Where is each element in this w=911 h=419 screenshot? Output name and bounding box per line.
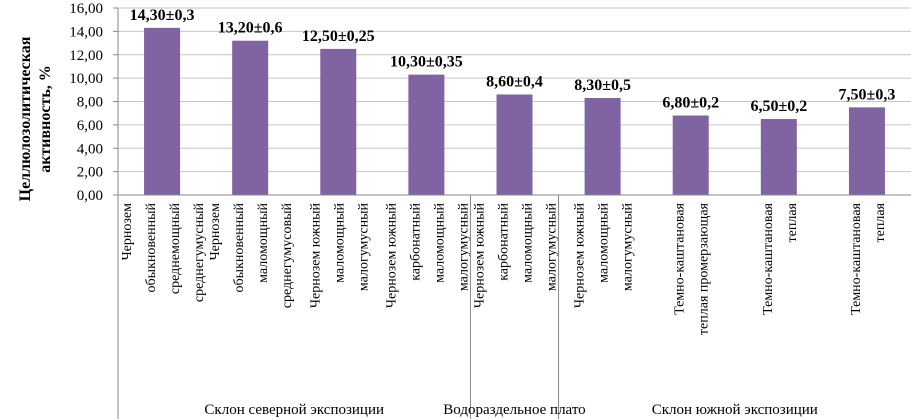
bar-7: [672, 115, 709, 195]
bar-1: [144, 27, 181, 196]
data-label-2: 13,20±0,6: [218, 20, 283, 37]
y-tick-label: 4,00: [77, 141, 103, 157]
y-tick-label: 16,00: [69, 1, 103, 17]
bar-2: [232, 40, 269, 195]
data-label-6: 8,30±0,5: [574, 77, 631, 94]
group-label-2: Водораздельное плато: [443, 402, 585, 418]
group-separators: [469, 195, 560, 419]
category-label-4-line-4: малогумусный: [456, 202, 471, 291]
bar-6: [584, 97, 621, 195]
data-label-3: 12,50±0,25: [302, 28, 375, 45]
bars: [144, 27, 885, 196]
category-label-4-line-3: маломощный: [432, 203, 447, 283]
y-tick-label: 8,00: [77, 95, 103, 111]
category-label-5-line-3: маломощный: [521, 203, 536, 283]
category-label-5-line-4: малогумусный: [545, 202, 560, 291]
category-label-2-line-3: маломощный: [256, 203, 271, 283]
category-label-9-line-2: теплая: [873, 202, 888, 242]
category-label-2-line-1: Чернозем: [208, 203, 223, 261]
category-label-9-line-1: Темно-каштановая: [849, 202, 864, 314]
category-labels: Чернозем обыкновенный среднемощный среднегу…: [120, 202, 888, 335]
category-label-3-line-3: малогумусный: [356, 202, 371, 291]
category-label-8-line-1: Темно-каштановая: [761, 202, 776, 314]
y-tick-label: 10,00: [69, 71, 103, 87]
y-tick-label: 6,00: [77, 118, 103, 134]
data-label-9: 7,50±0,3: [839, 86, 896, 103]
y-tick-label: 0,00: [77, 188, 103, 204]
data-labels: 14,30±0,3 13,20±0,6 12,50±0,25 10,30±0,35 8,…: [130, 7, 896, 115]
category-label-7-line-1: Темно-каштановая: [673, 202, 688, 314]
category-label-1-line-4: среднегумусный: [192, 202, 207, 302]
category-label-3-line-1: Чернозем южный: [308, 203, 323, 309]
category-label-6-line-2: маломощный: [597, 203, 612, 283]
category-label-4-line-1: Чернозем южный: [384, 203, 399, 309]
y-tick-labels: 0,00 2,00 4,00 6,00 8,00 10,00 12,00 14,00 16,00: [69, 1, 103, 204]
category-label-2-line-4: среднегумусовый: [280, 202, 295, 308]
category-label-5-line-1: Чернозем южный: [473, 203, 488, 309]
data-label-1: 14,30±0,3: [130, 7, 195, 24]
category-label-1-line-3: среднемощный: [168, 202, 183, 294]
y-axis-title-line-1: активность, %: [37, 65, 54, 173]
y-tick-label: 12,00: [69, 48, 103, 64]
bar-9: [848, 107, 885, 195]
axes: [113, 7, 911, 419]
y-axis-title-line-0: Целлюлозолитическая: [17, 36, 34, 201]
category-label-2-line-2: обыкновенный: [232, 202, 247, 292]
group-label-1: Склон северной экспозиции: [204, 402, 384, 418]
group-label-3: Склон южной экспозиции: [652, 402, 818, 418]
y-axis-title: Целлюлозолитическая активность, %: [17, 36, 54, 201]
bar-5: [496, 94, 533, 195]
category-label-6-line-1: Чернозем южный: [573, 203, 588, 309]
bar-4: [408, 74, 445, 195]
bar-3: [320, 48, 357, 195]
category-label-4-line-2: карбонатный: [408, 202, 423, 280]
data-label-7: 6,80±0,2: [662, 95, 719, 112]
y-tick-label: 14,00: [69, 24, 103, 40]
category-label-6-line-3: малогумусный: [621, 202, 636, 291]
y-tick-label: 2,00: [77, 165, 103, 181]
data-label-4: 10,30±0,35: [390, 54, 463, 71]
category-label-7-line-2: теплая промерзающая: [697, 202, 712, 335]
data-label-8: 6,50±0,2: [750, 98, 807, 115]
bar-8: [760, 119, 797, 195]
category-label-1-line-1: Чернозем: [120, 203, 135, 261]
category-label-5-line-2: карбонатный: [497, 202, 512, 280]
group-labels: Склон северной экспозиции Водораздельное …: [204, 402, 817, 418]
category-label-8-line-2: теплая: [785, 202, 800, 242]
data-label-5: 8,60±0,4: [486, 73, 543, 90]
category-label-3-line-2: маломощный: [332, 203, 347, 283]
category-label-1-line-2: обыкновенный: [144, 202, 159, 292]
